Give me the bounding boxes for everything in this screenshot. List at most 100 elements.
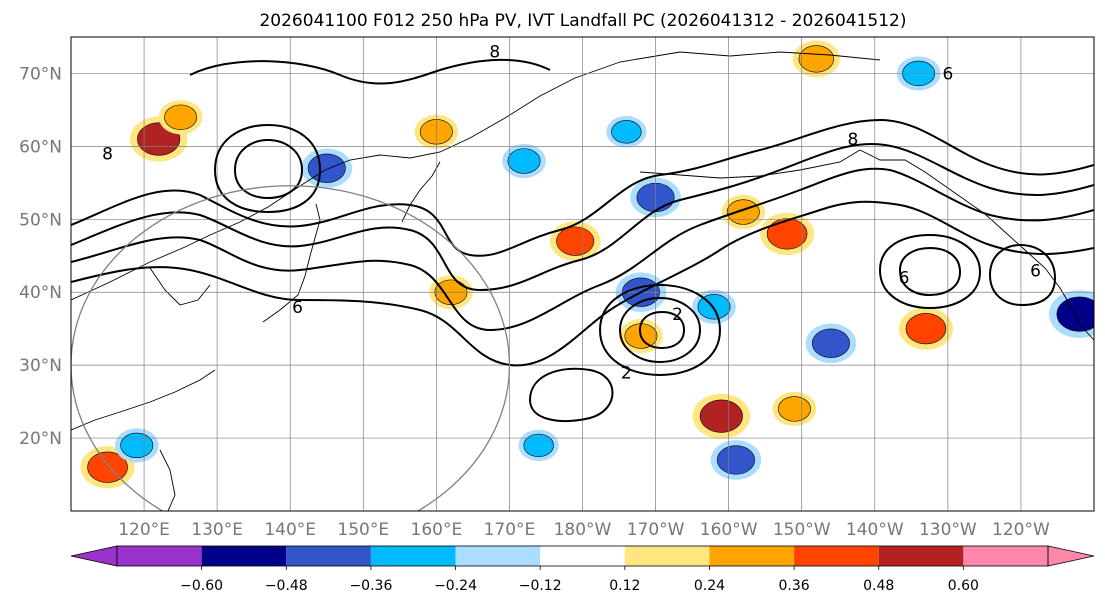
ivt-anomaly-patch <box>772 391 817 427</box>
ivt-anomaly-patch <box>805 323 857 364</box>
colorbar-tick-label: 0.60 <box>948 578 979 594</box>
colorbar-segment <box>201 546 287 566</box>
coastline-kamchatka <box>401 161 441 223</box>
ivt-anomaly-patch <box>898 307 953 350</box>
pv-contour <box>189 58 551 85</box>
anomaly-core <box>611 120 642 144</box>
pv-contour <box>528 367 614 422</box>
lon-tick-label: 170°W <box>627 520 685 540</box>
colorbar-segment <box>878 546 964 566</box>
pv-contours <box>71 58 1094 422</box>
anomaly-core <box>811 328 850 358</box>
lon-tick-label: 160°E <box>411 520 463 540</box>
ivt-anomaly-patch <box>792 40 840 78</box>
colorbar-segment <box>540 546 625 566</box>
anomaly-core <box>507 148 541 174</box>
lon-tick-label: 150°E <box>337 520 389 540</box>
contour-label: 8 <box>102 145 113 165</box>
anomaly-core <box>726 199 760 225</box>
anomaly-core <box>307 153 346 183</box>
ivt-anomaly-patch <box>158 100 203 135</box>
colorbar-segment <box>455 546 541 566</box>
pv-contour <box>878 233 982 310</box>
lat-tick-label: 30°N <box>19 356 62 376</box>
colorbar-tick-label: −0.48 <box>265 578 308 594</box>
pv-contour <box>233 138 304 200</box>
lat-tick-label: 60°N <box>19 137 62 157</box>
colorbar-segment <box>794 546 879 566</box>
pv-contour <box>988 243 1057 307</box>
pv-contour <box>598 283 722 377</box>
anomaly-core <box>716 445 755 475</box>
contour-label: 6 <box>942 64 953 84</box>
ivt-anomaly-patch <box>692 393 751 439</box>
coastline-alaska <box>859 149 1094 341</box>
anomaly-core <box>905 313 947 345</box>
colorbar-tick-label: 0.24 <box>694 578 725 594</box>
pv-contour <box>618 296 702 364</box>
contour-label: 2 <box>672 305 683 325</box>
colorbar-extend-min <box>70 545 118 567</box>
ivt-anomaly-patch <box>549 221 601 261</box>
colorbar-segment <box>963 546 1048 566</box>
lon-tick-label: 140°E <box>264 520 316 540</box>
lat-tick-label: 40°N <box>19 283 62 303</box>
ivt-anomaly-patch <box>606 116 647 148</box>
colorbar-tick-label: −0.60 <box>180 578 223 594</box>
coastline-china-south <box>71 369 216 431</box>
colorbar-frame <box>116 545 1049 567</box>
anomaly-core <box>1056 296 1094 332</box>
colorbar-segment <box>370 546 456 566</box>
coastline-aleutians <box>639 149 861 179</box>
anomaly-core <box>777 396 811 422</box>
pv-contour <box>71 167 1094 332</box>
ivt-anomaly-patch <box>721 194 766 230</box>
ivt-anomaly-patch <box>1048 290 1094 338</box>
pv-contour <box>71 118 1094 257</box>
contour-label: 8 <box>847 130 858 150</box>
contour-label: 8 <box>489 43 500 63</box>
ivt-anomaly-patch <box>518 429 559 462</box>
pv-contour <box>71 143 1094 292</box>
anomaly-core <box>120 432 154 459</box>
lon-tick-label: 140°W <box>846 520 904 540</box>
anomaly-core <box>164 104 198 130</box>
colorbar-tick-label: −0.12 <box>519 578 562 594</box>
lon-tick-label: 120°W <box>992 520 1050 540</box>
map-title: 2026041100 F012 250 hPa PV, IVT Landfall… <box>259 11 906 31</box>
lon-tick-label: 120°E <box>118 520 170 540</box>
lat-tick-label: 50°N <box>19 210 62 230</box>
lon-tick-label: 130°W <box>919 520 977 540</box>
colorbar-tick-label: 0.12 <box>609 578 640 594</box>
axis-ticks: 120°E 130°E 140°E 150°E 160°E 170°E 180°W 170°W… <box>19 64 1050 540</box>
ivt-anomaly-patch <box>710 440 762 480</box>
coastline-philippines <box>159 449 176 511</box>
lat-tick-label: 70°N <box>19 64 62 84</box>
lon-tick-label: 150°W <box>773 520 831 540</box>
lon-tick-label: 130°E <box>191 520 243 540</box>
coastline-korea <box>149 267 211 306</box>
colorbar-tick-label: −0.24 <box>434 578 477 594</box>
colorbar-segment <box>286 546 371 566</box>
ivt-anomaly-patch <box>502 143 546 179</box>
lon-tick-label: 180°W <box>554 520 612 540</box>
map-frame <box>70 36 1095 512</box>
lon-tick-label: 170°E <box>484 520 536 540</box>
colorbar-segment <box>709 546 795 566</box>
pv-contour <box>638 310 686 350</box>
map-panel: 8 8 6 2 6 8 6 6 2 120°E 130°E 140°E 150°E 160°E 170°E… <box>19 36 1095 540</box>
contour-label: 6 <box>292 298 303 318</box>
colorbar-segment <box>117 546 202 566</box>
contour-label: 2 <box>621 363 632 383</box>
anomaly-core <box>798 45 835 73</box>
ivt-anomaly-patch <box>301 148 353 189</box>
colorbar-segment <box>624 546 710 566</box>
anomaly-core <box>523 433 554 458</box>
pv-contour <box>213 123 322 214</box>
contour-labels: 8 8 6 2 6 8 6 6 2 <box>102 43 1041 384</box>
contour-label: 6 <box>899 269 910 289</box>
anomaly-core <box>699 399 743 433</box>
colorbar-extend-max <box>1047 545 1095 567</box>
contour-label: 6 <box>1030 261 1041 281</box>
